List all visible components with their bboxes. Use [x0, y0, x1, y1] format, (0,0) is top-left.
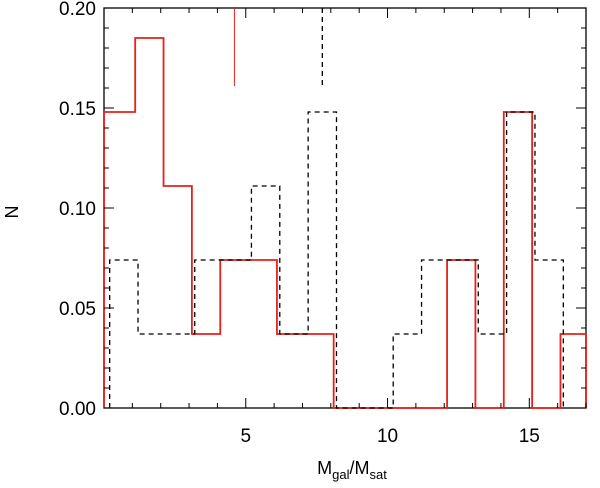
x-axis-label-sub-sat: sat [370, 467, 388, 482]
plot-frame [103, 7, 587, 409]
x-tick-label: 5 [240, 426, 251, 447]
series-line-solid [103, 37, 587, 409]
x-tick-label: 10 [377, 426, 398, 447]
y-tick-label: 0.10 [59, 199, 96, 220]
y-tick-label: 0.05 [59, 299, 96, 320]
series-line-dashed [109, 111, 564, 409]
y-tick-label: 0.00 [59, 399, 96, 420]
x-axis-label-m: M [317, 458, 332, 478]
y-axis-label: N [2, 206, 22, 219]
x-tick-label: 15 [519, 426, 540, 447]
y-tick-label: 0.20 [59, 0, 96, 20]
y-tick-label: 0.15 [59, 99, 96, 120]
x-axis-label: Mgal/Msat [317, 458, 387, 482]
x-axis-label-slash-m: /M [350, 458, 370, 478]
x-axis-label-sub-gal: gal [332, 467, 349, 482]
